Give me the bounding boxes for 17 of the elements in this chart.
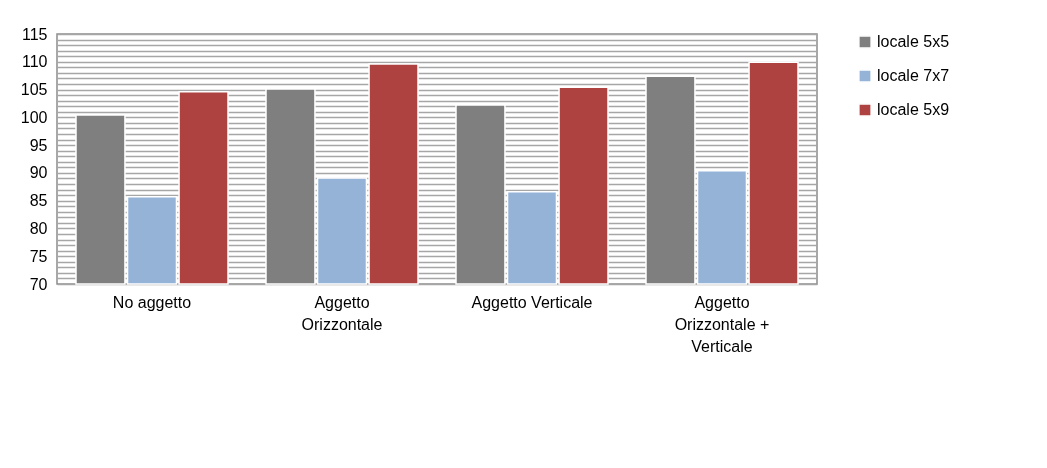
y-tick-label: 105 [20,81,48,99]
y-tick-label: 90 [29,164,48,182]
x-tick-label: Aggetto Orizzontale [301,293,383,333]
legend-label: locale 5x5 [877,33,950,50]
legend-label: locale 7x7 [877,67,950,84]
y-tick-label: 100 [20,108,48,126]
y-tick-label: 80 [29,219,48,237]
y-tick-label: 115 [21,25,48,43]
x-tick-label: Aggetto Orizzontale + Verticale [674,293,770,355]
x-tick-label: Aggetto Verticale [471,293,593,311]
y-tick-label: 75 [29,247,48,265]
y-tick-label: 85 [29,192,48,210]
y-tick-label: 110 [21,53,48,71]
legend-label: locale 5x9 [877,101,950,118]
x-tick-label: No aggetto [112,293,192,311]
y-tick-label: 95 [29,136,48,154]
y-tick-label: 70 [29,275,48,293]
